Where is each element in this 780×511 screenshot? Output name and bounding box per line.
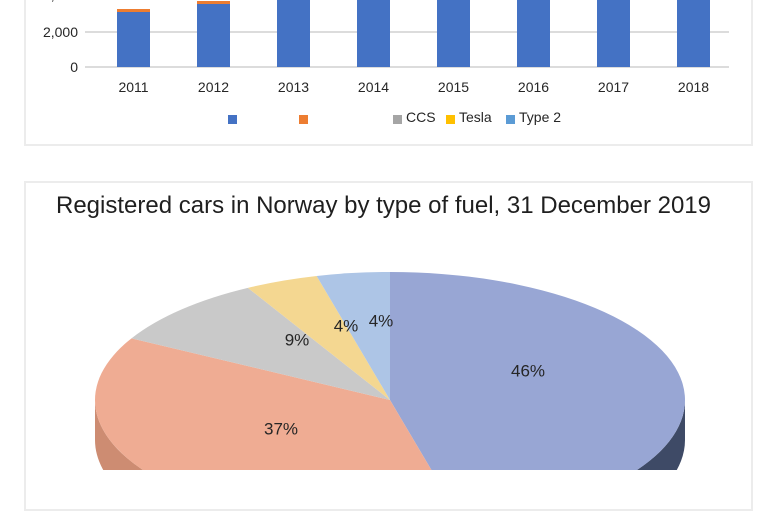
pie-slice [390,272,685,470]
pie-percent-label: 9% [285,331,310,350]
pie-percent-label: 4% [369,312,394,331]
x-axis-category-label: 2018 [677,79,710,95]
y-axis-tick-label: 2,000 [42,23,78,40]
y-axis-tick-label: 4,000 [18,0,78,3]
legend-label: Tesla [459,109,492,125]
bar-segment-series1 [677,0,710,67]
legend-swatch [446,115,455,124]
bar-segment-series1 [197,4,230,67]
legend-swatch [228,115,237,124]
legend-label: CCS [406,109,436,125]
x-axis-category-label: 2015 [437,79,470,95]
pie-chart-title: Registered cars in Norway by type of fue… [56,192,711,219]
bar-plot-area: 0 2,000 4,000 2011 2012 2013 2014 2015 2016 2017 2… [0,0,780,160]
bar-segment-series1 [597,0,630,67]
pie-slice-side [636,400,685,470]
pie-3d-svg: 46% 37% 9% 4% 4% [95,272,685,470]
x-axis-category-label: 2017 [597,79,630,95]
x-axis-category-label: 2013 [277,79,310,95]
legend-swatch [299,115,308,124]
x-axis-category-label: 2014 [357,79,390,95]
legend-swatch [393,115,402,124]
pie-slice [316,272,390,400]
pie-slice-side [95,400,144,470]
bar-segment-series1 [357,0,390,67]
bar-segment-series1 [277,0,310,67]
gridline-0-baseline [85,66,729,68]
pie-slice [247,276,390,400]
pie-percent-label: 46% [511,362,545,381]
bar-segment-series1 [437,0,470,67]
gridline-2000 [85,31,729,33]
pie-slice [131,287,390,400]
bar-chart-border [24,0,753,146]
pie-percent-label: 37% [264,420,298,439]
y-axis-tick-label: 0 [70,58,78,75]
pie-percent-label: 4% [334,317,359,336]
pie-slice [95,338,432,470]
x-axis-category-label: 2011 [118,79,149,95]
legend-label: Type 2 [519,109,562,125]
legend-swatch [506,115,515,124]
x-axis-category-label: 2016 [517,79,550,95]
bar-segment-series2 [117,8,150,12]
bar-segment-series2 [197,0,230,4]
bar-segment-series1 [517,0,550,67]
bar-segment-series1 [117,11,150,67]
x-axis-category-label: 2012 [197,79,230,95]
